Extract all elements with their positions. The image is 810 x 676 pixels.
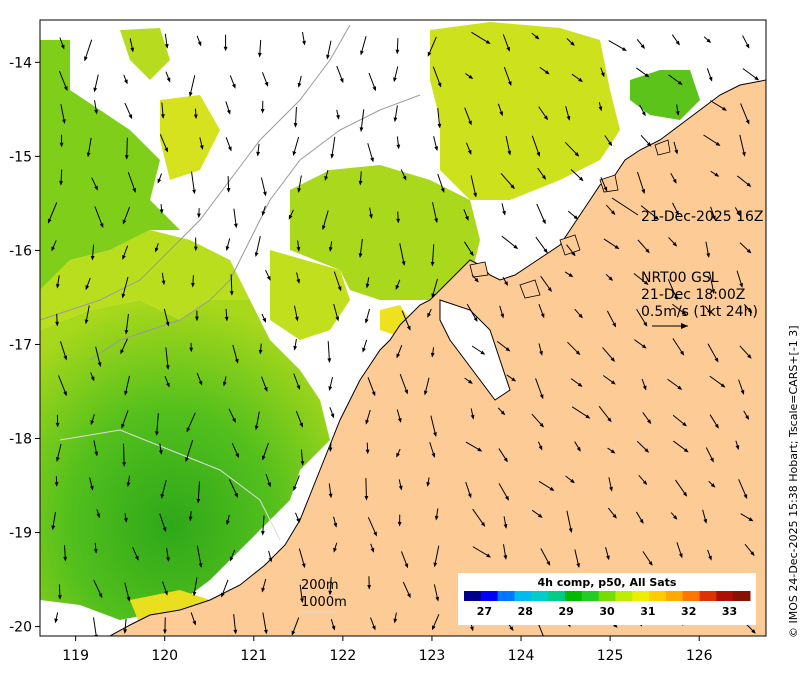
colorbar-cell: [599, 591, 616, 601]
x-tick-label: 120: [151, 648, 178, 664]
colorbar-cell: [582, 591, 599, 601]
colorbar-cell: [514, 591, 531, 601]
colorbar-tick-label: 32: [681, 605, 696, 618]
y-tick-label: -14: [9, 55, 32, 71]
arrow-scale-label: 0.5m/s (1kt 24h): [641, 304, 758, 320]
colorbar-cell: [683, 591, 700, 601]
colorbar-cell: [666, 591, 683, 601]
colorbar-cell: [565, 591, 582, 601]
credit-text: © IMOS 24-Dec-2025 15:38 Hobart; Tscale=…: [787, 325, 800, 638]
colorbar-cell: [548, 591, 565, 601]
x-tick-label: 125: [597, 648, 624, 664]
colorbar-tick-label: 30: [599, 605, 615, 618]
contour-legend-1000m: 1000m: [301, 595, 347, 610]
model-time-label: 21-Dec 18:00Z: [641, 287, 745, 303]
x-tick-label: 123: [419, 648, 446, 664]
colorbar-tick-label: 27: [477, 605, 492, 618]
colorbar-cell: [464, 591, 481, 601]
satellite-time-label: 21-Dec-2025 16Z: [641, 209, 764, 225]
colorbar-tick-label: 31: [640, 605, 655, 618]
colorbar-tick-label: 33: [722, 605, 737, 618]
x-tick-label: 124: [508, 648, 535, 664]
y-tick-label: -16: [9, 243, 32, 259]
contour-legend-200m: 200m: [301, 578, 338, 593]
model-name-label: NRT00 GSL: [641, 270, 719, 286]
colorbar-tick-label: 28: [518, 605, 533, 618]
x-tick-label: 126: [686, 648, 713, 664]
y-tick-label: -15: [9, 149, 32, 165]
colorbar-cell: [700, 591, 717, 601]
colorbar-cell: [481, 591, 498, 601]
colorbar-cell: [716, 591, 733, 601]
colorbar-tick-label: 29: [558, 605, 573, 618]
colorbar-cell: [733, 591, 750, 601]
colorbar-cell: [632, 591, 649, 601]
colorbar: 4h comp, p50, All Sats 27 28 29 30 31 32 33: [458, 573, 756, 625]
y-axis: -14 -15 -16 -17 -18 -19 -20: [9, 55, 40, 635]
y-tick-label: -20: [9, 620, 32, 636]
x-tick-label: 119: [62, 648, 89, 664]
x-axis: 119 120 121 122 123 124 125 126: [62, 636, 712, 664]
x-tick-label: 122: [330, 648, 357, 664]
colorbar-cell: [498, 591, 515, 601]
y-tick-label: -19: [9, 526, 32, 542]
x-tick-label: 121: [240, 648, 267, 664]
colorbar-cell: [649, 591, 666, 601]
colorbar-cell: [531, 591, 548, 601]
colorbar-title: 4h comp, p50, All Sats: [538, 576, 677, 589]
colorbar-cell: [615, 591, 632, 601]
y-tick-label: -18: [9, 432, 32, 448]
y-tick-label: -17: [9, 337, 32, 353]
colorbar-cells: [464, 591, 751, 601]
